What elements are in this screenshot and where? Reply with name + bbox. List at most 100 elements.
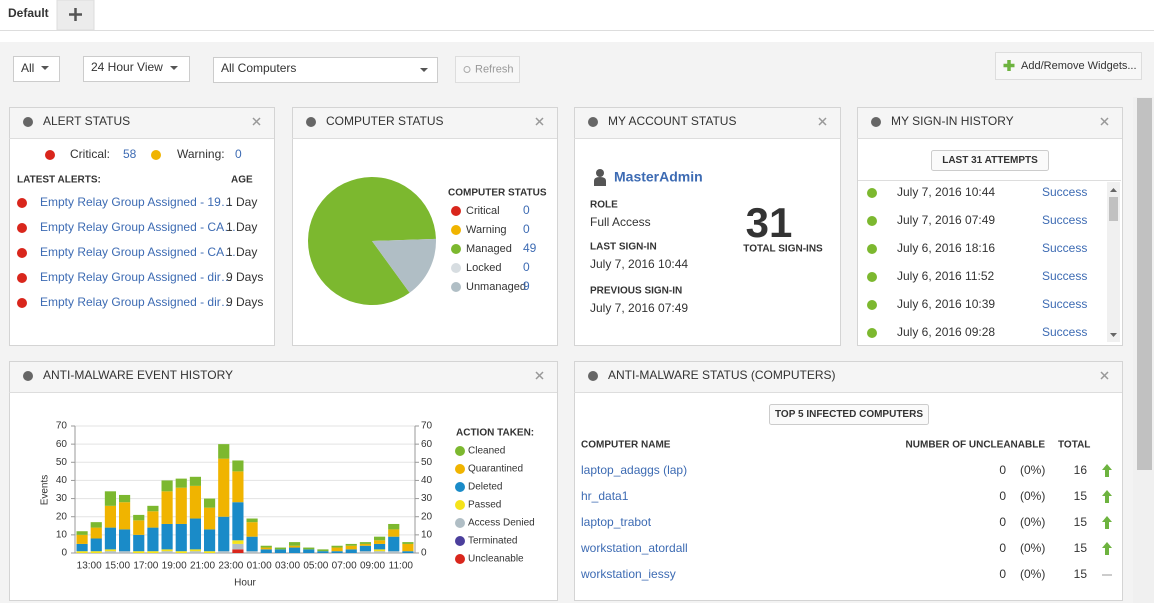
percent: (0%) bbox=[1020, 541, 1045, 555]
computer-link[interactable]: hr_data1 bbox=[581, 489, 629, 503]
bar-segment bbox=[90, 538, 102, 552]
close-icon[interactable] bbox=[818, 117, 827, 126]
alert-link[interactable]: Empty Relay Group Assigned - 19… bbox=[40, 195, 233, 209]
x-tick-label: 15:00 bbox=[105, 561, 130, 572]
computer-link[interactable]: workstation_atordall bbox=[580, 541, 688, 555]
bar-segment bbox=[161, 551, 173, 553]
view-dropdown[interactable] bbox=[83, 56, 190, 82]
bar-segment bbox=[104, 491, 116, 506]
tab-bar bbox=[0, 0, 1154, 31]
uncleanable: 0 bbox=[999, 489, 1006, 503]
x-tick-label: 19:00 bbox=[162, 561, 187, 572]
caret bbox=[170, 66, 178, 70]
bar-segment bbox=[189, 518, 201, 550]
widget bbox=[9, 107, 275, 346]
bar-segment bbox=[90, 527, 102, 539]
legend-label: Quarantined bbox=[468, 464, 523, 475]
filter-dropdown[interactable] bbox=[13, 56, 60, 82]
legend-value[interactable]: 0 bbox=[523, 260, 530, 274]
alert-link[interactable]: Empty Relay Group Assigned - CA… bbox=[40, 245, 236, 259]
computer-link[interactable]: laptop_trabot bbox=[581, 515, 652, 529]
bar-segment bbox=[104, 551, 116, 553]
legend-value[interactable]: 9 bbox=[523, 279, 530, 293]
username[interactable]: MasterAdmin bbox=[614, 169, 703, 185]
y2-tick-label: 60 bbox=[421, 439, 433, 450]
widget bbox=[574, 107, 841, 346]
warning-count[interactable]: 0 bbox=[235, 147, 242, 161]
x-tick-label: 17:00 bbox=[133, 561, 158, 572]
close-icon[interactable] bbox=[535, 371, 544, 380]
y-tick-label: 40 bbox=[56, 475, 68, 486]
x-tick-label: 13:00 bbox=[77, 561, 102, 572]
legend-label: Access Denied bbox=[468, 518, 535, 529]
computers-dropdown[interactable] bbox=[213, 57, 438, 83]
status-dot bbox=[867, 272, 877, 282]
scrollbar-thumb[interactable] bbox=[1137, 98, 1152, 470]
percent: (0%) bbox=[1020, 515, 1045, 529]
critical-count[interactable]: 58 bbox=[123, 147, 137, 161]
legend-value[interactable]: 0 bbox=[523, 203, 530, 217]
signin-date: July 7, 2016 10:44 bbox=[897, 185, 995, 199]
total-signins: 31 bbox=[746, 199, 793, 246]
add-widgets-button[interactable] bbox=[995, 52, 1142, 80]
signin-result: Success bbox=[1042, 185, 1087, 199]
signin-date: July 6, 2016 10:39 bbox=[897, 297, 995, 311]
top-button[interactable] bbox=[769, 404, 929, 425]
legend-value[interactable]: 49 bbox=[523, 241, 537, 255]
legend-dot bbox=[451, 225, 461, 235]
computer-link[interactable]: laptop_adaggs (lap) bbox=[581, 463, 687, 477]
spacer bbox=[0, 31, 1154, 42]
total: 16 bbox=[1074, 463, 1088, 477]
list-scrollbar[interactable] bbox=[1107, 182, 1120, 342]
legend-title: ACTION TAKEN: bbox=[456, 428, 534, 439]
trend-up bbox=[1102, 542, 1112, 555]
add-widgets-label: Add/Remove Widgets... bbox=[1021, 60, 1137, 72]
close-icon[interactable] bbox=[1100, 371, 1109, 380]
close-icon[interactable] bbox=[535, 117, 544, 126]
y2-tick-label: 50 bbox=[421, 457, 433, 468]
widget-title: MY SIGN-IN HISTORY bbox=[891, 114, 1014, 128]
total: 15 bbox=[1074, 515, 1088, 529]
bar-segment bbox=[246, 551, 258, 553]
widget-title: MY ACCOUNT STATUS bbox=[608, 114, 736, 128]
bar-segment bbox=[189, 549, 201, 552]
percent: (0%) bbox=[1020, 567, 1045, 581]
status-dot bbox=[867, 328, 877, 338]
y2-tick-label: 0 bbox=[421, 548, 427, 559]
bar-segment bbox=[331, 547, 343, 552]
refresh-button[interactable] bbox=[455, 56, 520, 83]
legend-label: Uncleanable bbox=[468, 554, 524, 565]
x-tick-label: 07:00 bbox=[332, 561, 357, 572]
legend-value[interactable]: 0 bbox=[523, 222, 530, 236]
bar-segment bbox=[119, 551, 131, 553]
widget-header bbox=[575, 362, 1122, 392]
bar-segment bbox=[204, 507, 216, 530]
status-dot bbox=[867, 300, 877, 310]
uncleanable: 0 bbox=[999, 567, 1006, 581]
field-label: LAST SIGN-IN bbox=[590, 242, 657, 253]
bar-segment bbox=[402, 542, 414, 544]
widget-icon bbox=[306, 117, 316, 127]
list-scroll-thumb[interactable] bbox=[1109, 197, 1118, 221]
status-dot bbox=[867, 188, 877, 198]
y-axis-label: Events bbox=[40, 475, 51, 506]
alert-link[interactable]: Empty Relay Group Assigned - dir… bbox=[40, 295, 233, 309]
bar-segment bbox=[175, 551, 187, 553]
tab[interactable]: Default bbox=[8, 6, 49, 20]
close-icon[interactable] bbox=[1100, 117, 1109, 126]
alert-link[interactable]: Empty Relay Group Assigned - CA… bbox=[40, 220, 236, 234]
close-icon[interactable] bbox=[252, 117, 261, 126]
column-header: LATEST ALERTS: bbox=[17, 175, 101, 186]
widget-icon bbox=[588, 371, 598, 381]
attempts-button[interactable] bbox=[931, 150, 1049, 171]
bar-segment bbox=[402, 543, 414, 552]
field-value: July 7, 2016 07:49 bbox=[590, 301, 688, 315]
trend-up bbox=[1102, 516, 1112, 529]
alert-link[interactable]: Empty Relay Group Assigned - dir… bbox=[40, 270, 233, 284]
bar-segment bbox=[133, 534, 145, 552]
bar-segment bbox=[161, 523, 173, 550]
bar-segment bbox=[317, 551, 329, 553]
column-header: AGE bbox=[231, 175, 253, 186]
legend-dot bbox=[455, 536, 465, 546]
computer-link[interactable]: workstation_iessy bbox=[580, 567, 676, 581]
